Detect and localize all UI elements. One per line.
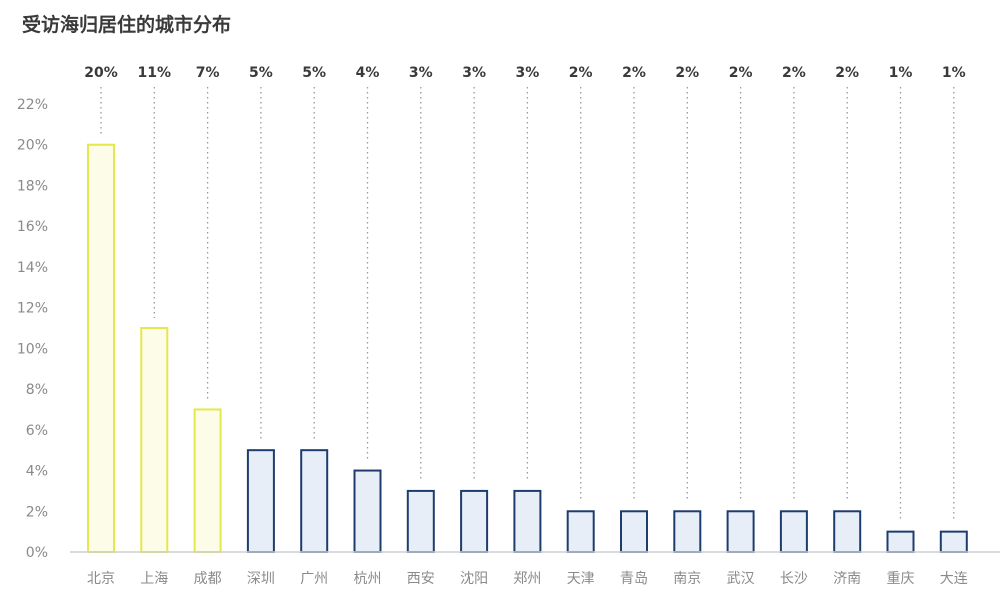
y-tick-label: 16% — [17, 219, 48, 235]
y-tick-label: 14% — [17, 260, 48, 276]
bar — [246, 449, 275, 554]
x-tick-label: 武汉 — [727, 571, 755, 587]
data-label: 7% — [196, 65, 220, 81]
bar — [460, 489, 489, 553]
x-tick-label: 郑州 — [513, 571, 541, 587]
bar — [566, 510, 595, 554]
bar — [726, 510, 755, 554]
bar — [193, 408, 222, 554]
y-tick-label: 6% — [26, 423, 48, 439]
data-label: 2% — [675, 65, 699, 81]
data-label: 1% — [889, 65, 913, 81]
y-tick-label: 22% — [17, 97, 48, 113]
x-tick-label: 广州 — [300, 571, 328, 587]
bar — [779, 510, 808, 554]
bar — [833, 510, 862, 554]
y-tick-label: 20% — [17, 138, 48, 154]
bar — [140, 327, 169, 553]
bar — [886, 530, 915, 553]
x-tick-label: 天津 — [567, 571, 595, 587]
data-label: 2% — [835, 65, 859, 81]
data-label: 2% — [622, 65, 646, 81]
bar — [353, 469, 382, 553]
x-tick-label: 大连 — [940, 571, 968, 587]
data-label: 5% — [249, 65, 273, 81]
bar — [939, 530, 968, 553]
data-label: 3% — [462, 65, 486, 81]
y-tick-label: 8% — [26, 382, 48, 398]
bar — [300, 449, 329, 554]
y-tick-label: 0% — [26, 545, 48, 561]
x-tick-label: 杭州 — [354, 571, 382, 587]
x-tick-label: 成都 — [194, 571, 222, 587]
data-label: 1% — [942, 65, 966, 81]
data-label: 5% — [302, 65, 326, 81]
x-tick-label: 济南 — [833, 571, 861, 587]
data-label: 20% — [84, 65, 118, 81]
bar — [406, 489, 435, 553]
x-tick-label: 上海 — [140, 571, 168, 587]
x-tick-label: 北京 — [87, 571, 115, 587]
data-label: 11% — [138, 65, 172, 81]
x-tick-label: 青岛 — [620, 571, 648, 587]
chart-title: 受访海归居住的城市分布 — [22, 14, 232, 36]
data-label: 2% — [782, 65, 806, 81]
x-tick-label: 深圳 — [247, 571, 275, 587]
data-label: 3% — [516, 65, 540, 81]
data-label: 2% — [569, 65, 593, 81]
x-tick-label: 长沙 — [780, 571, 808, 587]
bar — [620, 510, 648, 554]
x-tick-label: 西安 — [407, 571, 435, 587]
y-tick-label: 2% — [26, 504, 48, 520]
bar — [673, 510, 702, 554]
x-tick-label: 沈阳 — [460, 571, 488, 587]
data-label: 3% — [409, 65, 433, 81]
x-tick-label: 重庆 — [887, 571, 915, 587]
y-tick-label: 12% — [17, 301, 48, 317]
y-tick-label: 10% — [17, 341, 48, 357]
x-tick-label: 南京 — [673, 571, 701, 587]
y-tick-label: 18% — [17, 178, 48, 194]
y-tick-label: 4% — [26, 464, 48, 480]
bar — [513, 489, 542, 553]
bar — [87, 143, 115, 554]
data-label: 4% — [356, 65, 380, 81]
data-label: 2% — [729, 65, 753, 81]
